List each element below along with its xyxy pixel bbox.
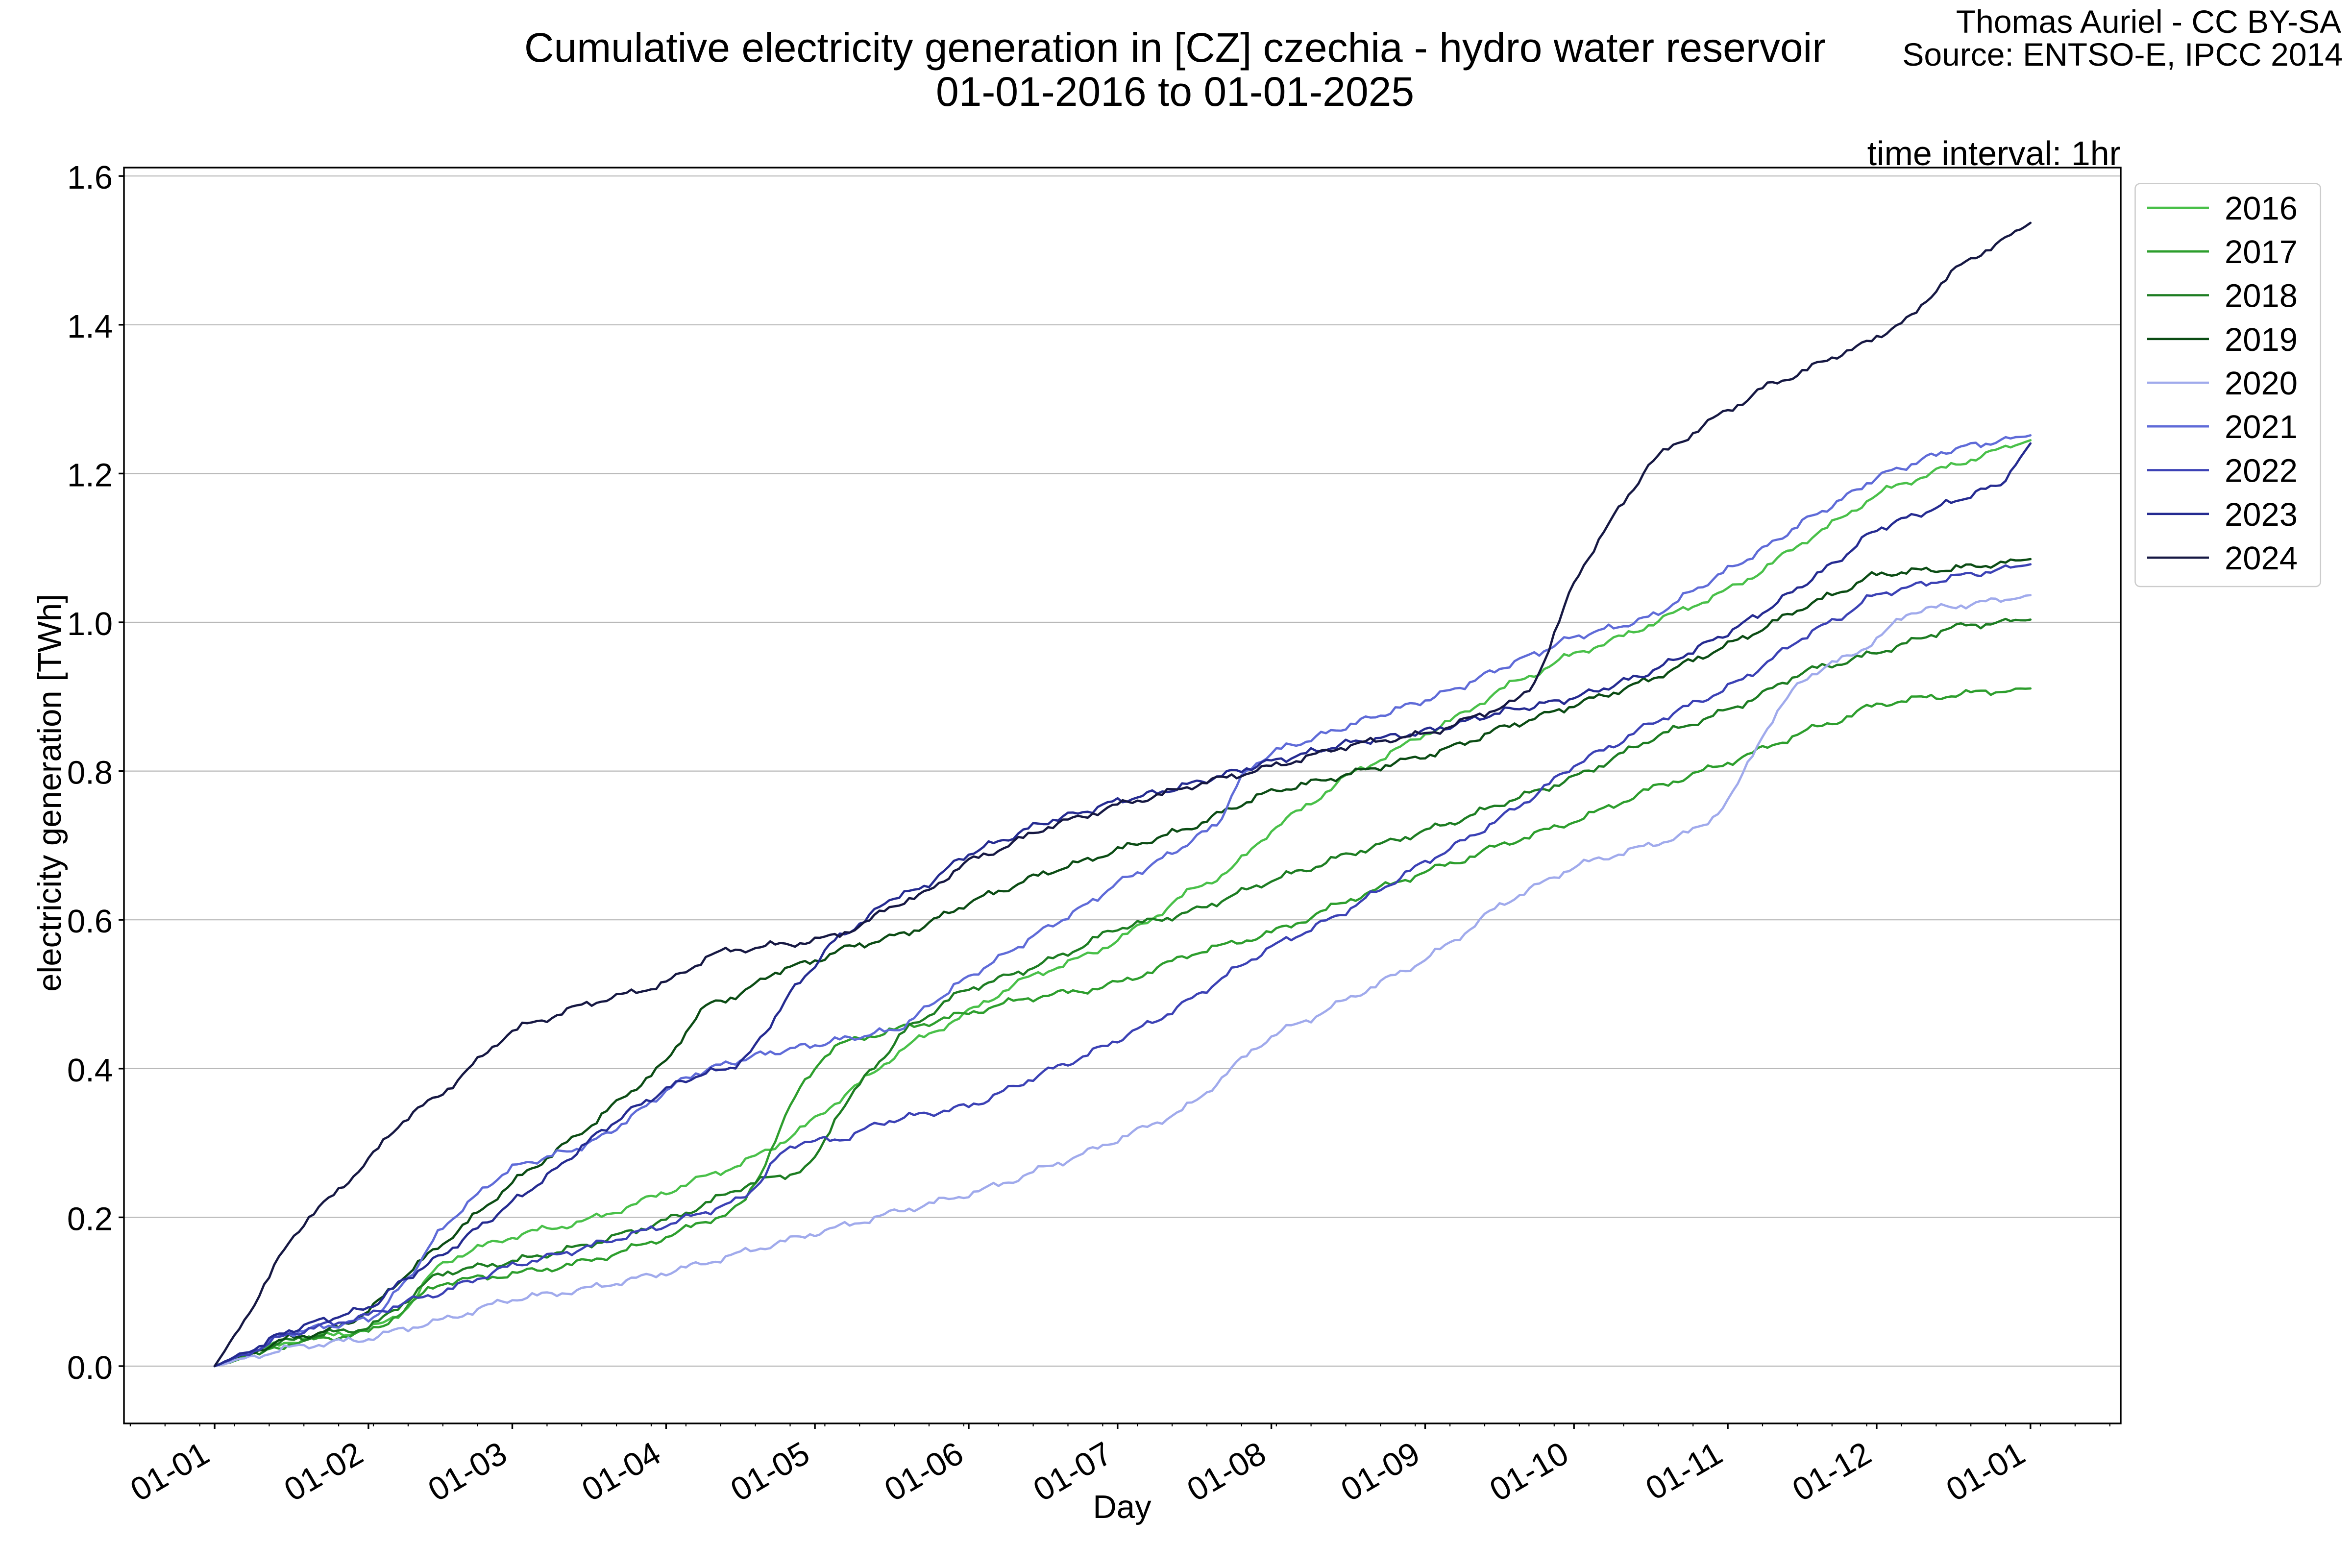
svg-text:0.2: 0.2 [67, 1200, 113, 1237]
svg-text:0.0: 0.0 [67, 1349, 113, 1386]
svg-text:1.6: 1.6 [67, 159, 113, 196]
svg-text:2022: 2022 [2225, 453, 2298, 490]
svg-text:2019: 2019 [2225, 321, 2298, 358]
svg-text:0.4: 0.4 [67, 1052, 113, 1089]
svg-text:Day: Day [1093, 1489, 1152, 1525]
svg-text:1.0: 1.0 [67, 606, 113, 642]
svg-text:time interval: 1hr: time interval: 1hr [1867, 134, 2121, 172]
svg-text:Source: ENTSO-E, IPCC 2014: Source: ENTSO-E, IPCC 2014 [1902, 36, 2343, 73]
svg-text:2020: 2020 [2225, 365, 2298, 402]
svg-text:2024: 2024 [2225, 540, 2298, 577]
svg-text:2017: 2017 [2225, 234, 2298, 270]
svg-text:01-01-2016 to 01-01-2025: 01-01-2016 to 01-01-2025 [936, 69, 1414, 115]
svg-text:1.2: 1.2 [67, 457, 113, 493]
svg-text:Thomas Auriel - CC BY-SA: Thomas Auriel - CC BY-SA [1956, 3, 2341, 40]
svg-text:0.8: 0.8 [67, 755, 113, 791]
svg-text:2018: 2018 [2225, 278, 2298, 315]
svg-text:2016: 2016 [2225, 190, 2298, 227]
svg-text:Cumulative electricity generat: Cumulative electricity generation in [CZ… [524, 24, 1826, 71]
svg-text:0.6: 0.6 [67, 903, 113, 940]
svg-text:1.4: 1.4 [67, 308, 113, 345]
svg-text:2021: 2021 [2225, 409, 2298, 445]
svg-text:2023: 2023 [2225, 496, 2298, 533]
svg-text:electricity generation [TWh]: electricity generation [TWh] [31, 594, 68, 992]
